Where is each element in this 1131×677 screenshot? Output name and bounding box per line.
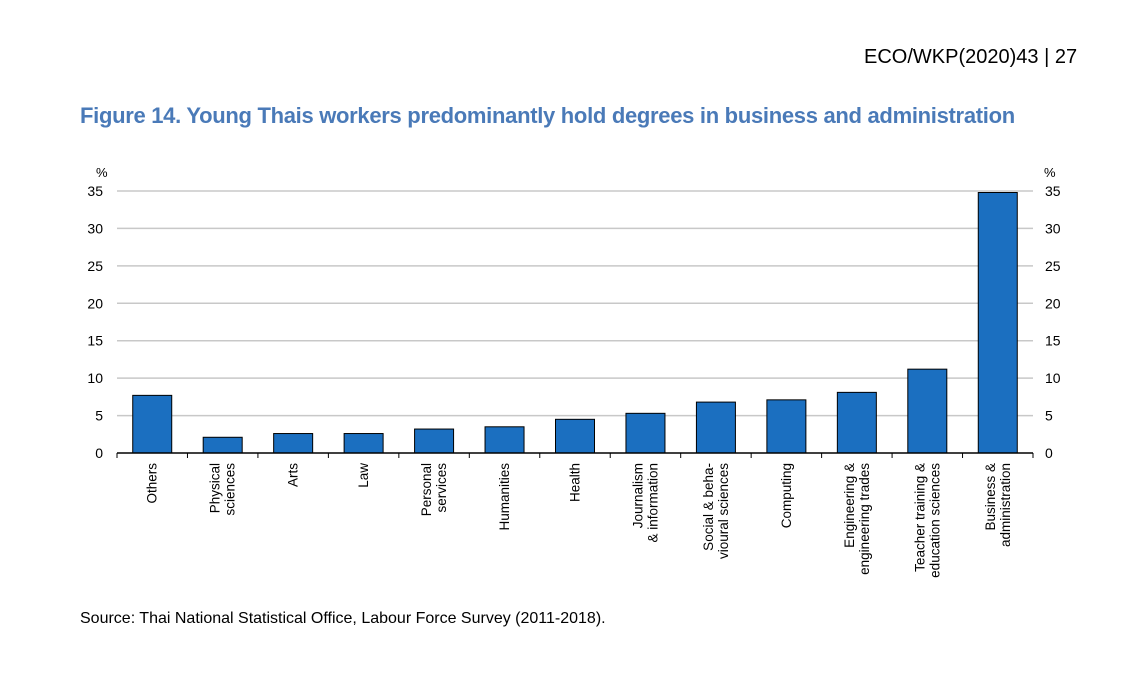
y-tick-label-right: 10 (1045, 370, 1061, 386)
page-header-reference: ECO/WKP(2020)43 | 27 (864, 46, 1078, 68)
bars (132, 191, 1018, 454)
y-tick-label-left: 25 (87, 258, 103, 274)
x-category-label: Law (356, 463, 371, 488)
x-category-label: Computing (779, 463, 794, 528)
y-tick-label-left: 35 (87, 183, 103, 199)
x-category-label: Journalism& information (630, 463, 660, 543)
x-category-label: Arts (286, 463, 301, 487)
y-axis-unit-right: % (1044, 165, 1056, 180)
figure-title: Figure 14. Young Thais workers predomina… (80, 103, 1015, 128)
bar (836, 391, 877, 454)
x-category-label: Social & beha-vioural sciences (701, 463, 731, 559)
y-tick-label-right: 25 (1045, 258, 1061, 274)
bar (343, 433, 384, 454)
grid-lines (117, 190, 1033, 417)
y-tick-label-left: 30 (87, 220, 103, 236)
y-tick-label-right: 0 (1045, 445, 1053, 461)
axes: 0 0 5 5 10 10 15 15 20 20 25 25 30 30 35 35 Others Physic… (87, 183, 1060, 578)
bar (695, 401, 736, 454)
y-tick-label-right: 5 (1045, 408, 1053, 424)
source-note: Source: Thai National Statistical Office… (80, 610, 606, 627)
bar (273, 433, 314, 454)
y-tick-label-left: 15 (87, 333, 103, 349)
bar (625, 412, 666, 454)
x-category-label: Others (145, 463, 160, 504)
x-category-label: Humanities (497, 463, 512, 531)
x-category-label: Teacher training &education sciences (912, 463, 942, 578)
bar (202, 436, 243, 454)
bar (484, 426, 525, 454)
bar (555, 418, 595, 454)
y-tick-label-left: 0 (95, 445, 103, 461)
y-tick-label-right: 20 (1045, 295, 1061, 311)
y-axis-unit-left: % (96, 165, 108, 180)
bar (132, 394, 173, 454)
bar (977, 191, 1018, 454)
y-tick-label-right: 35 (1045, 183, 1061, 199)
y-tick-label-right: 30 (1045, 220, 1061, 236)
y-tick-label-left: 10 (87, 370, 103, 386)
bar (907, 368, 948, 454)
y-tick-label-left: 20 (87, 295, 103, 311)
x-category-label: Business &administration (983, 463, 1013, 547)
bar (766, 399, 807, 454)
bar (414, 428, 455, 454)
y-tick-label-right: 15 (1045, 333, 1061, 349)
x-category-label: Personalservices (419, 463, 449, 517)
x-category-label: Physicalsciences (208, 463, 238, 516)
y-tick-label-left: 5 (95, 408, 103, 424)
x-category-label: Health (568, 463, 583, 502)
x-category-label: Engineering &engineering trades (842, 463, 872, 575)
